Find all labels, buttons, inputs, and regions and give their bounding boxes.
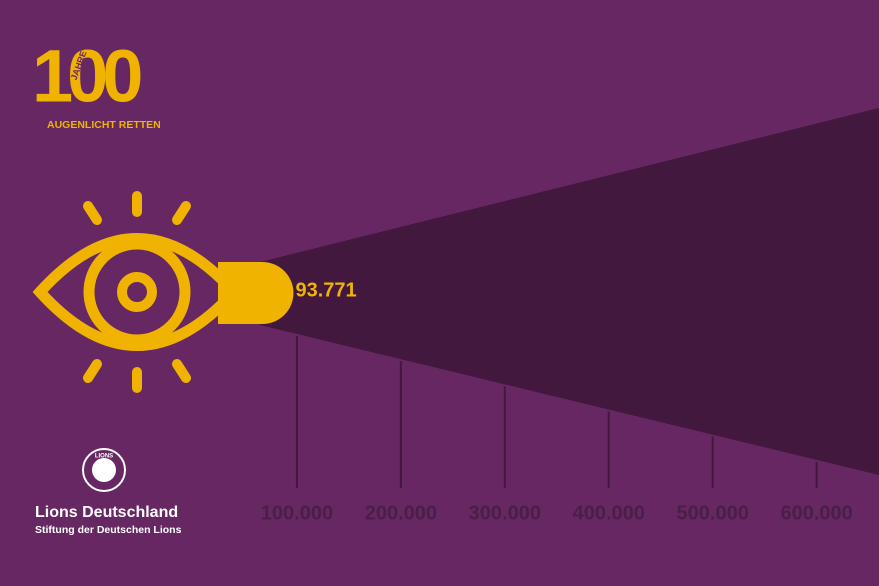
x-tick-label: 400.000 [573, 502, 645, 524]
logo-tagline: AUGENLICHT RETTEN [47, 119, 161, 131]
lions-emblem-center [92, 458, 116, 482]
value-label: 93.771 [295, 279, 356, 301]
lions-emblem [82, 448, 126, 492]
logo-number: 100 [32, 35, 141, 118]
eye-icon [32, 191, 242, 393]
org-name: Lions Deutschland [35, 504, 178, 521]
x-tick-label: 300.000 [469, 502, 541, 524]
org-subtitle: Stiftung der Deutschen Lions [35, 524, 182, 536]
x-tick-label: 500.000 [677, 502, 749, 524]
x-tick-label: 200.000 [365, 502, 437, 524]
iris [83, 238, 191, 346]
emblem-text: LIONS [95, 454, 113, 460]
marks [218, 262, 818, 488]
eye-outline [32, 233, 242, 351]
x-tick-label: 600.000 [780, 502, 852, 524]
eye-rays [83, 191, 191, 393]
x-tick-label: 100.000 [261, 502, 333, 524]
pupil [117, 272, 157, 312]
value-bar [218, 262, 294, 324]
light-beam [260, 108, 879, 475]
